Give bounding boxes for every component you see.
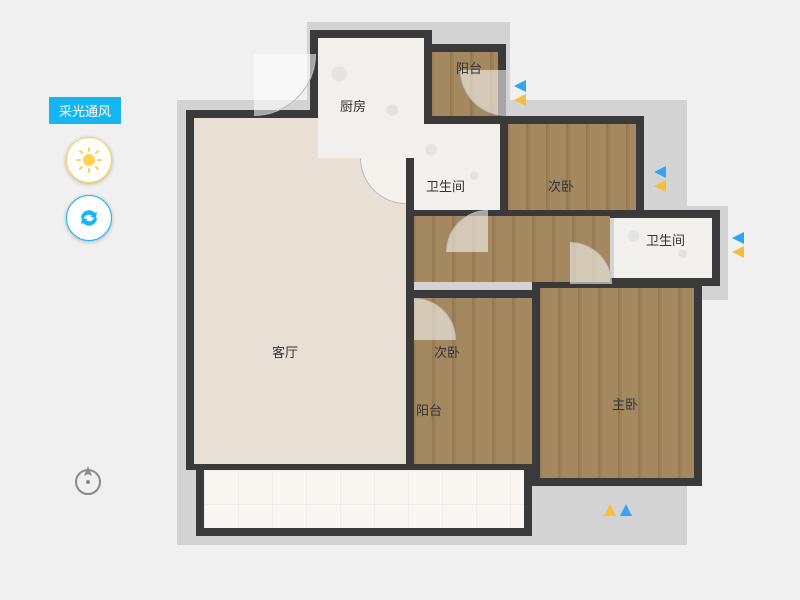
refresh-icon	[76, 205, 102, 231]
wall	[406, 116, 642, 124]
wall	[406, 290, 536, 298]
wall	[500, 124, 508, 216]
airflow-arrow-icon	[646, 166, 666, 178]
wall	[186, 110, 194, 470]
label-balcony2: 阳台	[416, 400, 442, 419]
room-master	[540, 288, 694, 478]
compass-icon	[70, 462, 106, 503]
label-balcony-top: 阳台	[456, 58, 482, 77]
airflow-arrow-icon	[604, 496, 616, 516]
label-bath1: 卫生间	[426, 176, 465, 195]
wall	[524, 462, 532, 536]
wall	[608, 210, 720, 218]
wall	[532, 280, 540, 480]
airflow-arrow-icon	[724, 246, 744, 258]
airflow-arrow-icon	[646, 180, 666, 192]
wall	[196, 462, 204, 536]
wall	[532, 478, 702, 486]
label-kitchen: 厨房	[340, 96, 366, 115]
wall	[712, 210, 720, 286]
lighting-ventilation-title: 采光通风	[49, 97, 121, 124]
refresh-button[interactable]	[66, 195, 112, 241]
wall	[310, 30, 430, 38]
label-living: 客厅	[272, 342, 298, 361]
label-bath2: 卫生间	[646, 230, 685, 249]
airflow-arrow-icon	[506, 94, 526, 106]
wall	[694, 280, 702, 480]
room-porch	[204, 470, 524, 528]
label-bed2-top: 次卧	[548, 176, 574, 195]
wall	[196, 528, 532, 536]
airflow-arrow-icon	[724, 232, 744, 244]
sun-button[interactable]	[66, 137, 112, 183]
room-kitchen	[318, 38, 424, 158]
label-bed2-mid: 次卧	[434, 342, 460, 361]
sun-icon	[76, 147, 102, 173]
airflow-arrow-icon	[506, 80, 526, 92]
airflow-arrow-icon	[620, 496, 632, 516]
room-bed2-top	[508, 124, 636, 210]
wall	[636, 116, 644, 216]
floorplan-stage: 采光通风	[0, 0, 800, 600]
wall	[430, 44, 504, 52]
label-master: 主卧	[612, 394, 638, 413]
room-bath1	[414, 124, 500, 210]
